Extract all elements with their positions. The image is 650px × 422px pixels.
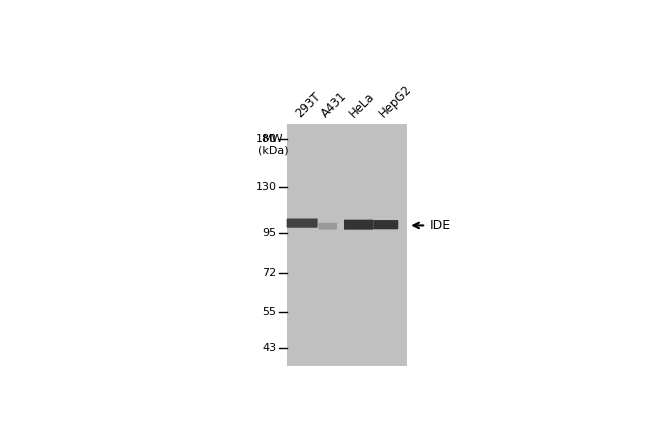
Text: A431: A431	[318, 89, 349, 120]
FancyBboxPatch shape	[318, 223, 337, 230]
Text: 293T: 293T	[293, 90, 323, 120]
FancyBboxPatch shape	[287, 219, 318, 228]
Text: HepG2: HepG2	[376, 82, 414, 120]
Text: 130: 130	[255, 182, 276, 192]
FancyBboxPatch shape	[344, 220, 373, 230]
Text: 180: 180	[255, 134, 276, 144]
Text: HeLa: HeLa	[347, 90, 378, 120]
Text: 95: 95	[263, 227, 276, 238]
Text: 72: 72	[263, 268, 276, 278]
FancyBboxPatch shape	[373, 220, 398, 229]
Bar	[287, 124, 407, 366]
Text: IDE: IDE	[430, 219, 451, 232]
Text: 55: 55	[263, 307, 276, 317]
Text: 43: 43	[263, 343, 276, 353]
Text: MW
(kDa): MW (kDa)	[258, 134, 289, 155]
